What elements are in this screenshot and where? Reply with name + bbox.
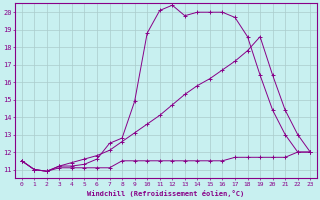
X-axis label: Windchill (Refroidissement éolien,°C): Windchill (Refroidissement éolien,°C)	[87, 190, 244, 197]
